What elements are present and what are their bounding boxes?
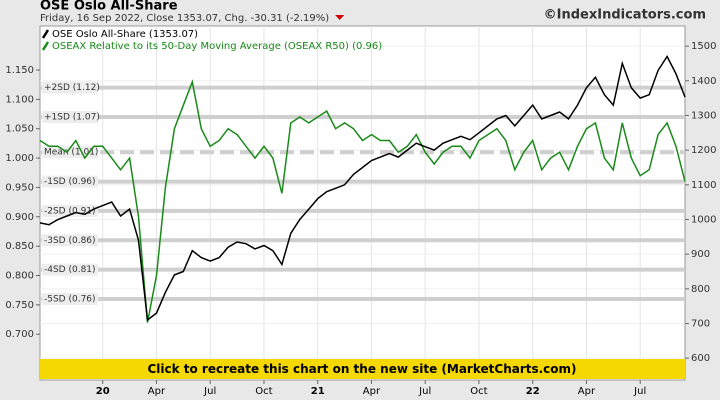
x-tick-label: Oct [255,386,272,397]
sd-label-box [42,263,98,276]
banner-text[interactable]: Click to recreate this chart on the new … [147,362,576,376]
y-tick-label: 0.850 [5,241,34,252]
y-tick-label: 1.000 [5,153,34,164]
x-tick-label: Apr [148,386,166,397]
sd-label: +1SD (1.07) [44,112,100,122]
x-tick-label: Oct [470,386,487,397]
x-tick-label: Apr [363,386,381,397]
sd-label: -2SD (0.91) [44,206,96,216]
x-tick-label: 20 [96,386,110,397]
y-tick-label: 0.750 [5,300,34,311]
series-line [39,79,686,323]
plot-layer: +2SD (1.12) +1SD (1.07) Mean (1.01) -1SD (0… [39,26,686,380]
y-tick-label: 1.150 [5,65,34,76]
y2-tick-label: 1300 [691,110,716,121]
chart-subtitle: Friday, 16 Sep 2022, Close 1353.07, Chg.… [40,13,329,24]
sd-label-box [42,292,98,305]
x-tick-label: 22 [526,386,540,397]
banner[interactable] [40,359,685,379]
y-tick-label: 0.900 [5,212,34,223]
sd-label-box [42,234,98,247]
y-tick-label: 0.700 [5,329,34,340]
x-tick-label: Apr [578,386,596,397]
sd-label: -1SD (0.96) [44,177,96,187]
sd-label: -5SD (0.76) [44,294,96,304]
sd-label-box [42,110,98,123]
watermark: ©IndexIndicators.com [544,8,706,23]
sd-label: +2SD (1.12) [44,83,100,93]
y2-tick-label: 1000 [691,214,716,225]
y2-tick-label: 900 [691,249,710,260]
chart-title: OSE Oslo All-Share [40,0,178,14]
sd-label-box [42,175,98,188]
y2-tick-label: 800 [691,284,710,295]
series-line [39,55,686,322]
y2-tick-label: 1100 [691,180,716,191]
legend-swatch [41,29,50,39]
y-tick-label: 1.100 [5,94,34,105]
sd-label: -4SD (0.81) [44,265,96,275]
sd-label: Mean (1.01) [44,148,98,158]
x-tick-label: Jul [633,386,646,397]
y2-tick-label: 700 [691,318,710,329]
down-arrow [335,15,345,20]
sd-label: -3SD (0.86) [44,236,96,246]
x-tick-label: Jul [203,386,216,397]
legend-label: OSE Oslo All-Share (1353.07) [52,29,198,40]
y2-tick-label: 600 [691,353,710,364]
legend-swatch [41,41,50,51]
sd-label-box [42,81,98,94]
y-tick-label: 0.950 [5,182,34,193]
y-tick-label: 1.050 [5,124,34,135]
x-tick-label: 21 [311,386,325,397]
x-tick-label: Jul [418,386,431,397]
y2-tick-label: 1500 [691,41,716,52]
y2-tick-label: 1400 [691,76,716,87]
y-tick-label: 0.800 [5,271,34,282]
legend-label: OSEAX Relative to its 50-Day Moving Aver… [52,41,382,52]
y2-tick-label: 1200 [691,145,716,156]
